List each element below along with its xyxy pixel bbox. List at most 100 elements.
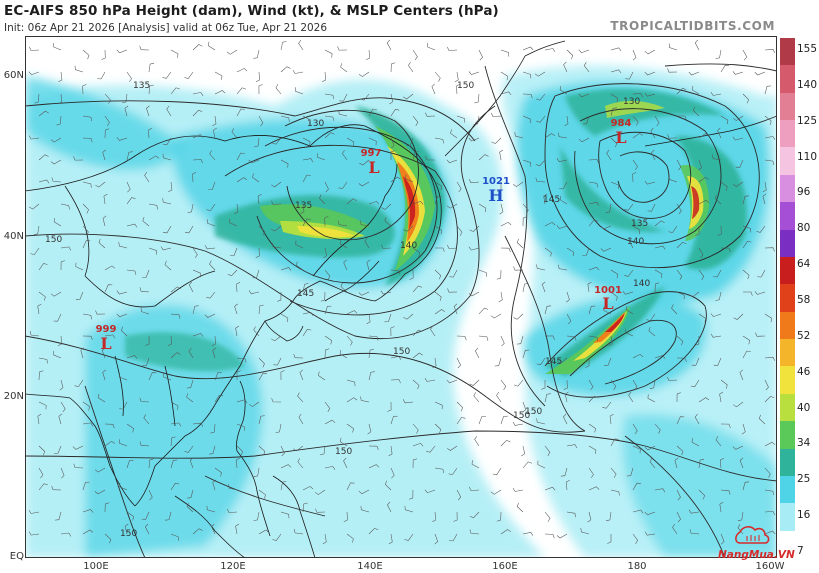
wind-barb (360, 93, 370, 101)
wind-barb (688, 71, 700, 76)
wind-barb (314, 489, 326, 495)
wind-barb (295, 87, 304, 95)
wind-barb (654, 245, 666, 250)
wind-barb (456, 357, 461, 369)
wind-barb (346, 533, 354, 543)
wind-barb (676, 241, 687, 249)
wind-barb (324, 115, 335, 121)
wind-barb (148, 155, 160, 161)
wind-barb (364, 237, 370, 249)
wind-barb (207, 219, 216, 227)
height-contour-label: 130 (623, 97, 640, 107)
wind-barb (324, 466, 336, 470)
wind-barb (434, 269, 442, 280)
wind-barb (212, 479, 217, 491)
wind-barb (82, 335, 93, 340)
wind-barb (53, 43, 62, 51)
wind-barb (412, 458, 418, 469)
wind-barb (650, 127, 656, 139)
wind-barb (758, 414, 766, 425)
wind-barb (324, 305, 332, 315)
wind-barb (346, 482, 355, 491)
wind-barb (258, 415, 265, 425)
wind-barb (739, 369, 744, 381)
wind-barb (229, 218, 238, 227)
wind-barb (302, 137, 311, 146)
wind-barb (588, 423, 596, 433)
wind-barb (474, 435, 480, 447)
wind-barb (742, 93, 750, 104)
wind-barb (587, 511, 592, 523)
wind-barb (271, 335, 282, 342)
wind-barbs (28, 39, 776, 545)
lon-label-100e: 100E (83, 561, 109, 572)
wind-barb (610, 69, 622, 74)
wind-barb (689, 529, 700, 535)
wind-barb (513, 266, 524, 271)
low-pressure-letter: L (615, 128, 627, 147)
wind-barb (632, 482, 641, 491)
wind-barb (146, 105, 150, 117)
wind-barb (126, 269, 137, 275)
wind-barb (236, 423, 245, 431)
wind-barb (82, 313, 92, 320)
wind-barb (346, 379, 356, 387)
wind-barb (544, 305, 552, 315)
wind-barb (95, 181, 106, 188)
wind-barb (644, 531, 656, 536)
brand-label[interactable]: TROPICALTIDBITS.COM (610, 19, 775, 33)
wind-barb (74, 65, 84, 73)
wind-barb (605, 511, 612, 522)
wind-barb (691, 85, 700, 95)
wind-barb (449, 269, 458, 278)
wind-barb (628, 237, 634, 249)
colorbar-segment (780, 448, 795, 477)
wind-barb (302, 158, 314, 163)
height-contour-label: 135 (631, 219, 648, 229)
wind-barb (302, 486, 314, 491)
wind-barb (144, 171, 150, 183)
wind-barb (210, 423, 216, 434)
wind-barb (104, 128, 110, 139)
height-contour-label: 140 (400, 241, 417, 251)
wind-barb (742, 240, 752, 249)
wind-barb (447, 244, 458, 249)
map-canvas: 1351301351401451501501501501451401351301… (25, 36, 777, 558)
wind-barb (192, 44, 203, 51)
watermark-text: NangMua.VN (718, 549, 795, 561)
wind-barb (38, 401, 47, 410)
wind-barb (29, 203, 40, 210)
wind-barb (120, 326, 128, 337)
wind-barb (186, 393, 194, 403)
wind-barb (610, 93, 619, 103)
wind-barb (275, 423, 282, 433)
wind-barb (544, 247, 552, 257)
wind-barb (715, 436, 722, 447)
wind-barb (390, 326, 395, 337)
wind-barb (192, 528, 203, 535)
wind-barb (432, 511, 437, 523)
wind-barb (578, 93, 590, 98)
colorbar-segment (780, 311, 795, 340)
low-pressure-letter: L (602, 294, 614, 313)
height-contour-labels: 1351301351401451501501501501451401351301… (45, 81, 650, 539)
wind-barb (390, 467, 395, 479)
wind-barb (412, 352, 423, 359)
wind-barb (564, 391, 569, 403)
wind-barb (164, 260, 172, 271)
wind-barb (625, 71, 634, 80)
map-frame (25, 36, 777, 558)
height-contours (25, 63, 777, 558)
wind-barb (104, 423, 115, 429)
wind-barb (126, 459, 134, 469)
wind-barb (712, 154, 722, 161)
lat-label-eq: EQ (9, 551, 24, 562)
wind-barb (295, 240, 304, 249)
wind-barb (717, 225, 722, 236)
wind-barb (387, 501, 392, 513)
wind-barb (468, 137, 480, 142)
wind-barb (698, 458, 705, 469)
wind-barb (500, 415, 508, 425)
wind-barb (754, 291, 766, 295)
colorbar-segment (780, 366, 795, 395)
